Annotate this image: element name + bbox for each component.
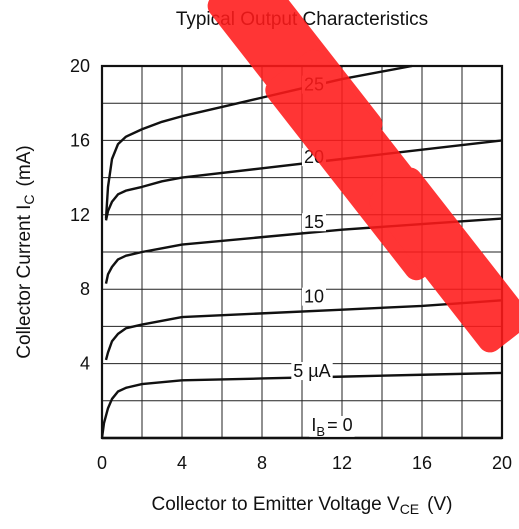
series-label: 15	[304, 212, 324, 232]
series-line	[104, 299, 503, 361]
x-tick-label: 0	[97, 453, 107, 473]
y-tick-label: 20	[70, 56, 90, 76]
x-tick-label: 8	[257, 453, 267, 473]
series-label-background	[301, 213, 327, 232]
x-axis-label: Collector to Emitter Voltage VCE (V)	[152, 494, 453, 517]
x-tick-label: 20	[492, 453, 512, 473]
x-tick-label: 4	[177, 453, 187, 473]
series-line	[100, 371, 503, 439]
series-line	[104, 217, 503, 284]
x-tick-label: 16	[412, 453, 432, 473]
watermark	[207, 0, 519, 353]
series-label-background	[309, 415, 355, 438]
y-tick-label: 8	[80, 279, 90, 299]
y-tick-label: 4	[80, 354, 90, 374]
y-tick-label: 16	[70, 130, 90, 150]
series-label: IB = 0	[311, 415, 352, 439]
series-label: 5 µA	[293, 361, 330, 381]
x-tick-label: 12	[332, 453, 352, 473]
tick-labels: 0 4 8 12 16 20 4 8 12 16 20	[70, 56, 512, 473]
y-tick-label: 12	[70, 205, 90, 225]
series-label-background	[291, 362, 333, 381]
series-label: 10	[304, 287, 324, 307]
series-label-background	[301, 287, 327, 306]
y-axis-label: Collector Current IC(mA)	[14, 145, 37, 358]
